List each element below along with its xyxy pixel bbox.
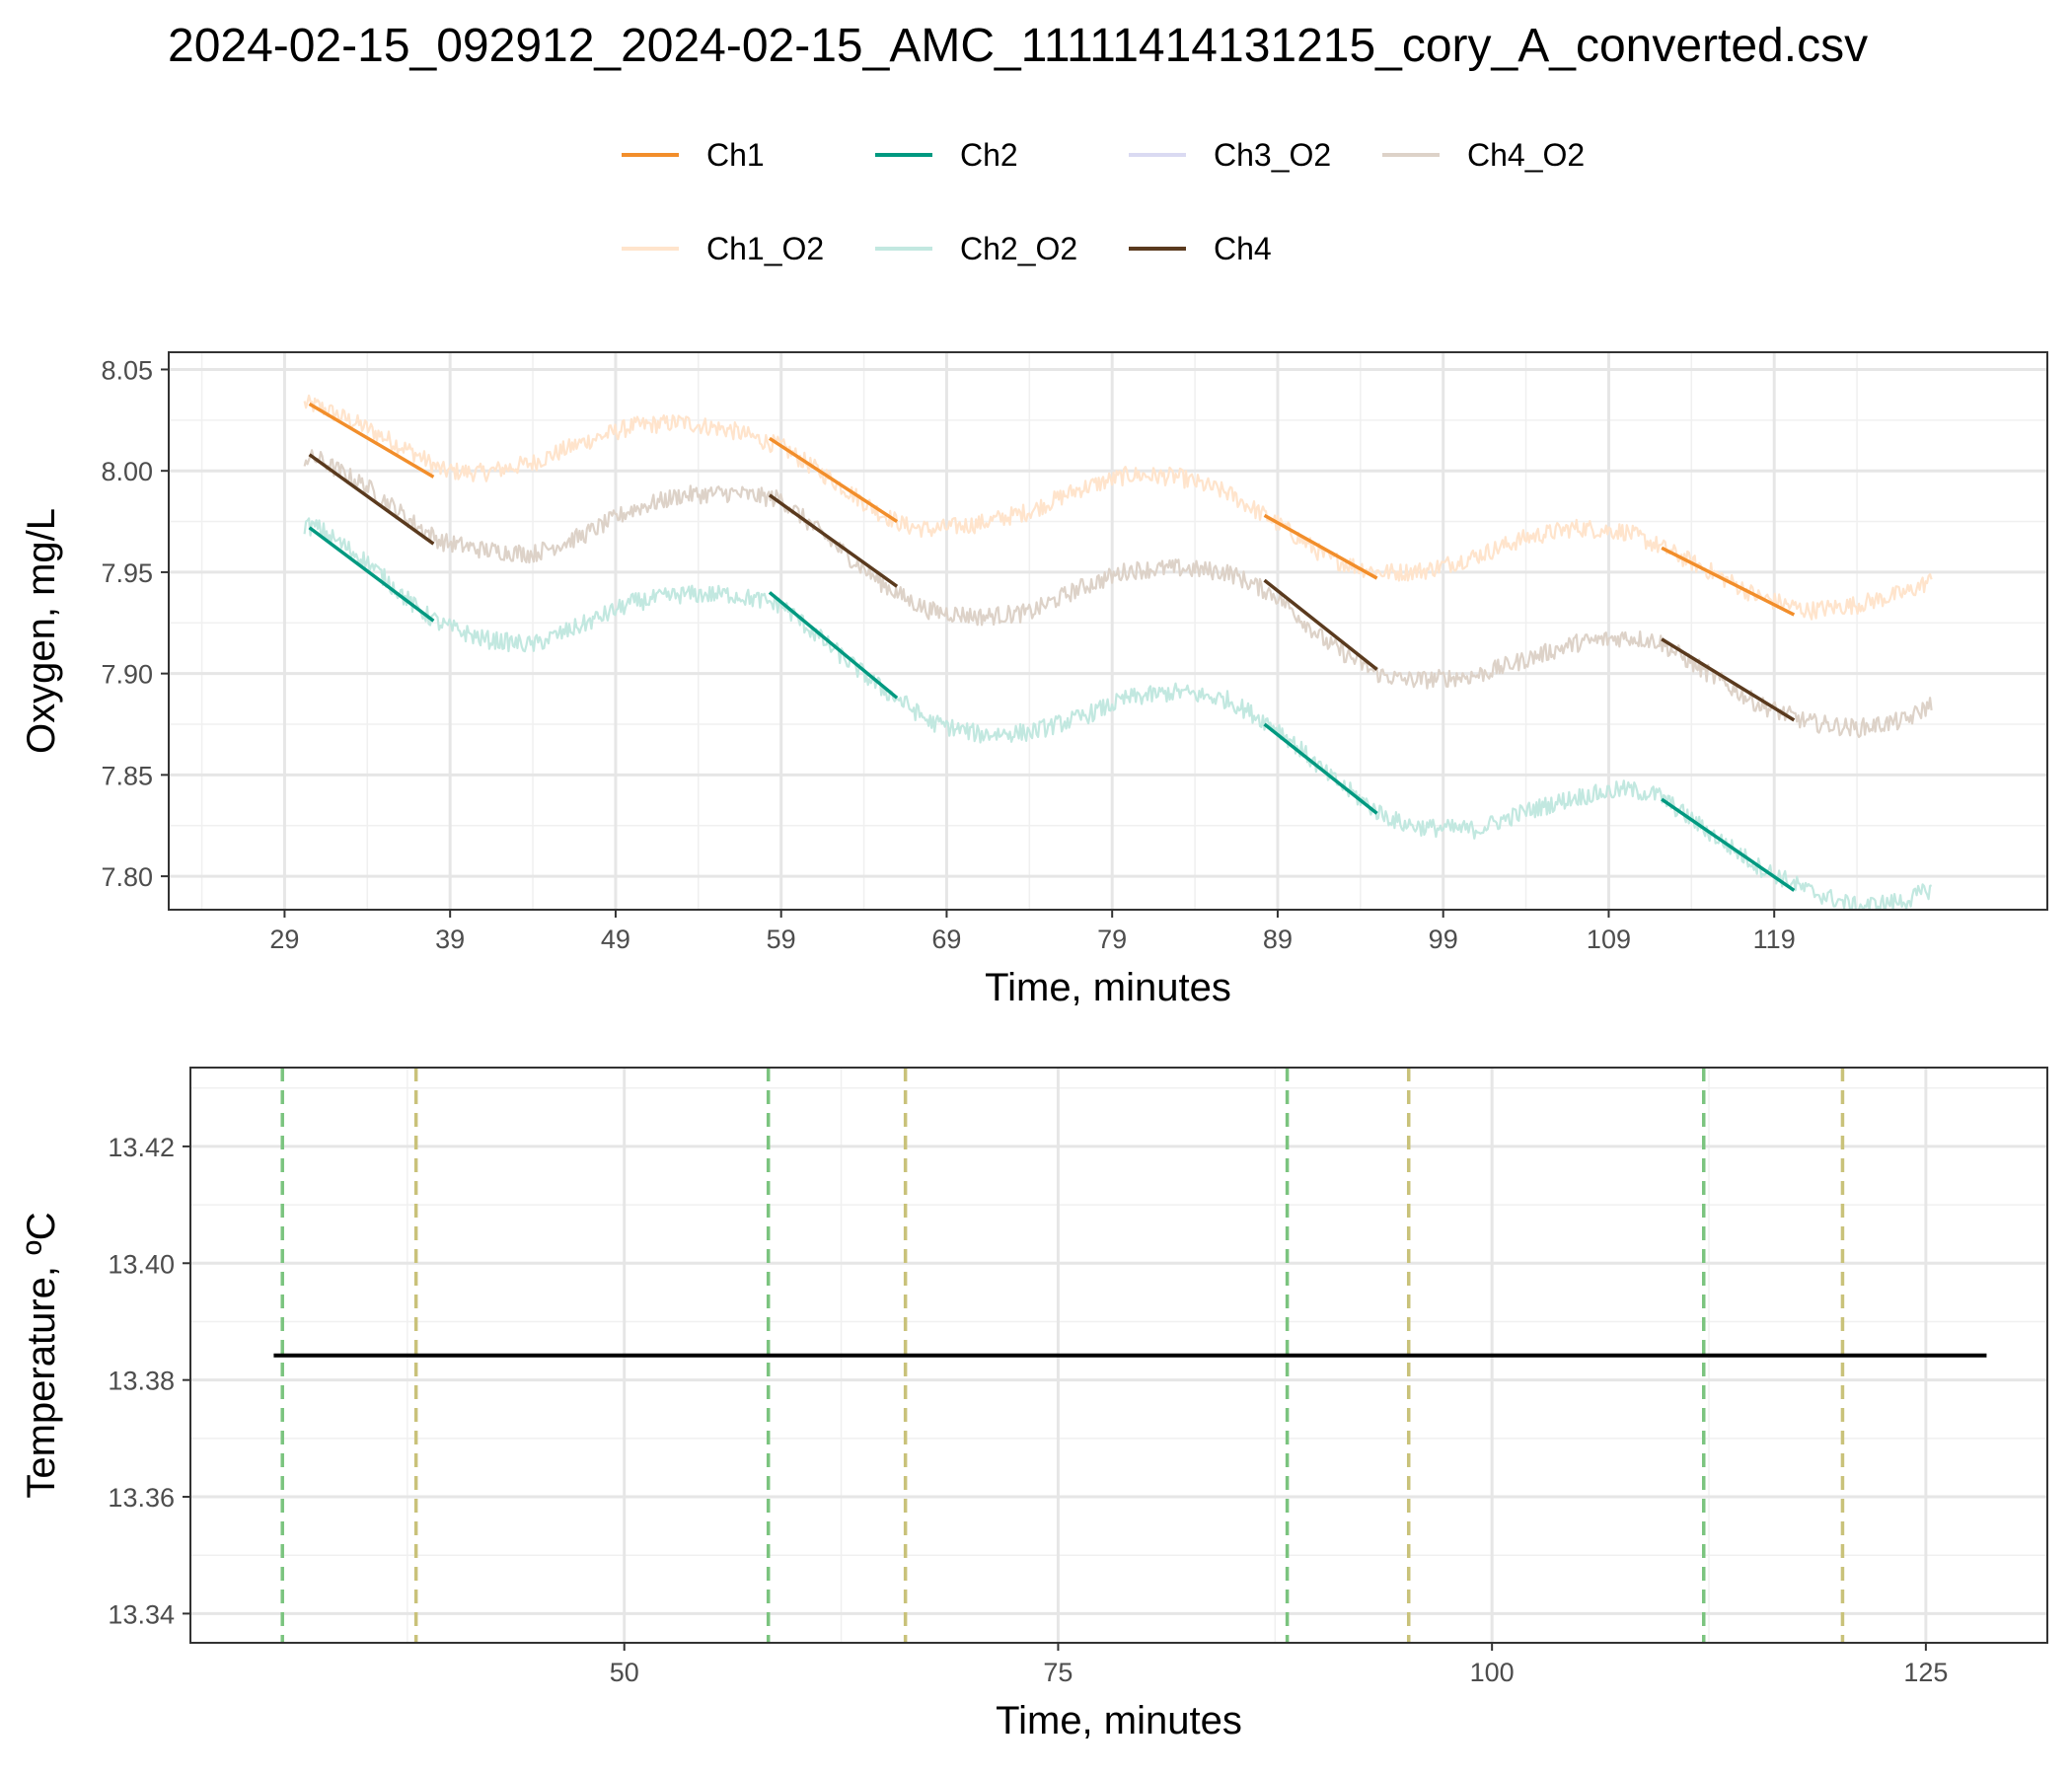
legend-label-ch4-o2: Ch4_O2 — [1467, 137, 1585, 173]
series-ch2-fit-4 — [1661, 797, 1796, 892]
y-tick-label: 13.36 — [108, 1483, 175, 1513]
x-tick-label: 89 — [1263, 925, 1293, 954]
series-ch4-o2-line — [303, 449, 1933, 739]
data-layer — [303, 394, 1933, 910]
series-ch1-o2-line — [303, 394, 1933, 621]
x-tick-label: 100 — [1470, 1658, 1515, 1687]
y-tick-label: 7.95 — [101, 558, 153, 588]
legend-item-ch2-o2: Ch2_O2 — [875, 231, 1077, 266]
legend-label-ch2: Ch2 — [960, 137, 1018, 173]
x-tick-label: 69 — [931, 925, 961, 954]
y-tick-label: 7.90 — [101, 660, 153, 690]
series-ch1-fit-1 — [308, 402, 435, 479]
oxygen-panel: 29 39 49 59 69 79 89 99 109 119 7.80 7.85 7.90 7.95 8.… — [20, 351, 2048, 1009]
axes: 29 39 49 59 69 79 89 99 109 119 7.80 7.85 7.90 7.95 8.… — [20, 355, 1796, 1009]
x-tick-label: 75 — [1043, 1658, 1073, 1687]
x-tick-label: 39 — [435, 925, 465, 954]
y-tick-label: 13.40 — [108, 1249, 175, 1279]
legend-item-ch4: Ch4 — [1129, 231, 1272, 266]
x-tick-label: 29 — [269, 925, 299, 954]
legend-item-ch2: Ch2 — [875, 137, 1018, 173]
y-tick-label: 7.85 — [101, 761, 153, 790]
x-tick-label: 119 — [1753, 925, 1796, 954]
legend-label-ch1-o2: Ch1_O2 — [706, 231, 824, 266]
series-ch2-fit-3 — [1263, 722, 1378, 815]
plot-border — [168, 351, 2048, 911]
y-tick-label: 7.80 — [101, 862, 153, 892]
legend-label-ch4: Ch4 — [1214, 231, 1272, 266]
legend-item-ch1: Ch1 — [622, 137, 765, 173]
y-tick-label: 13.38 — [108, 1367, 175, 1396]
series-ch1-fit-4 — [1661, 546, 1796, 617]
series-ch2-fit-2 — [768, 591, 899, 700]
x-tick-label: 125 — [1903, 1658, 1948, 1687]
gridlines — [169, 352, 2047, 910]
series-ch1-fit-2 — [768, 436, 899, 524]
x-tick-label: 109 — [1587, 925, 1631, 954]
series-ch1-fit-3 — [1263, 513, 1378, 580]
x-tick-label: 79 — [1097, 925, 1127, 954]
plot-title: 2024-02-15_092912_2024-02-15_AMC_1111141… — [168, 20, 1868, 72]
series-ch2-fit-1 — [308, 526, 435, 623]
x-tick-label: 49 — [601, 925, 630, 954]
series-ch4-fit-2 — [768, 493, 899, 588]
legend-item-ch1-o2: Ch1_O2 — [622, 231, 824, 266]
y-axis-title: Oxygen, mg/L — [20, 508, 63, 754]
series-ch2-o2-line — [303, 517, 1933, 910]
series-ch4-fit-1 — [308, 453, 435, 546]
x-tick-label: 50 — [610, 1658, 639, 1687]
legend: Ch1 Ch2 Ch3_O2 Ch4_O2 Ch1_O2 Ch2_O2 Ch4 — [622, 137, 1585, 266]
y-tick-label: 13.42 — [108, 1133, 175, 1162]
axes: 50 75 100 125 13.34 13.36 13.38 13.40 13.42 Time,… — [20, 1133, 1948, 1742]
data-layer — [273, 1068, 1987, 1643]
x-axis-title: Time, minutes — [996, 1699, 1242, 1742]
x-axis-title: Time, minutes — [985, 966, 1231, 1009]
legend-label-ch2-o2: Ch2_O2 — [960, 231, 1077, 266]
series-ch4-fit-3 — [1263, 578, 1378, 671]
legend-item-ch3-o2: Ch3_O2 — [1129, 137, 1331, 173]
legend-item-ch4-o2: Ch4_O2 — [1382, 137, 1585, 173]
y-tick-label: 13.34 — [108, 1599, 175, 1629]
y-axis-title: Temperature, ºC — [20, 1212, 63, 1498]
legend-label-ch1: Ch1 — [706, 137, 765, 173]
y-tick-label: 8.05 — [101, 355, 153, 385]
plot-border — [189, 1067, 2048, 1644]
legend-label-ch3-o2: Ch3_O2 — [1214, 137, 1331, 173]
y-tick-label: 8.00 — [101, 457, 153, 486]
temperature-panel: 50 75 100 125 13.34 13.36 13.38 13.40 13.42 Time,… — [20, 1067, 2048, 1742]
series-ch4-fit-4 — [1661, 637, 1796, 722]
x-tick-label: 59 — [767, 925, 796, 954]
x-tick-label: 99 — [1429, 925, 1458, 954]
